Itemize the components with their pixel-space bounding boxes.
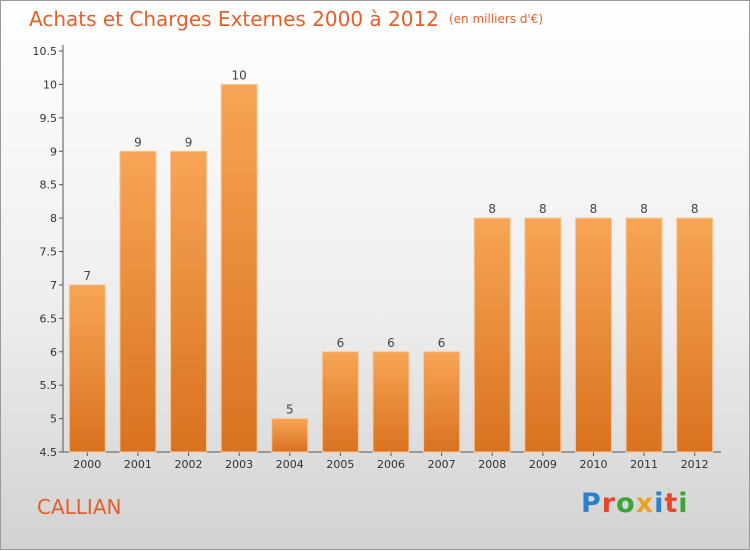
- bar-2006: [372, 351, 410, 453]
- chart-unit: (en milliers d'€): [448, 12, 544, 26]
- data-label-2000: 7: [83, 269, 91, 283]
- x-tick-label-2004: 2004: [276, 458, 304, 471]
- data-label-2002: 9: [185, 135, 193, 149]
- data-label-2010: 8: [590, 202, 598, 216]
- x-tick-label-2007: 2007: [428, 458, 456, 471]
- data-label-2006: 6: [387, 336, 395, 350]
- bar-2007: [423, 351, 461, 453]
- x-tick-label-2005: 2005: [326, 458, 354, 471]
- y-tick-label: 8.5: [40, 179, 58, 192]
- x-tick-label-2003: 2003: [225, 458, 253, 471]
- y-tick-label: 10.5: [33, 45, 58, 58]
- bar-2010: [574, 217, 612, 453]
- bar-2012: [676, 217, 714, 453]
- y-tick-label: 7.5: [40, 246, 58, 259]
- data-label-2003: 10: [232, 68, 247, 82]
- x-tick-label-2006: 2006: [377, 458, 405, 471]
- y-tick-label: 6: [50, 346, 57, 359]
- y-tick-label: 9: [50, 145, 57, 158]
- proxiti-logo: Proxiti: [581, 488, 689, 519]
- bar-2004: [271, 418, 309, 453]
- chart-title: Achats et Charges Externes 2000 à 2012 (e…: [29, 7, 543, 31]
- y-tick-label: 7: [50, 279, 57, 292]
- bar-2003: [220, 83, 258, 453]
- data-label-2007: 6: [438, 336, 446, 350]
- y-tick-label: 10: [43, 78, 57, 91]
- bar-2011: [625, 217, 663, 453]
- data-label-2012: 8: [691, 202, 699, 216]
- bar-2009: [524, 217, 562, 453]
- y-tick-label: 4.5: [40, 446, 58, 459]
- bar-2008: [473, 217, 511, 453]
- data-label-2001: 9: [134, 135, 142, 149]
- data-label-2009: 8: [539, 202, 547, 216]
- y-tick-label: 5: [50, 413, 57, 426]
- chart-title-text: Achats et Charges Externes 2000 à 2012: [29, 7, 439, 31]
- data-label-2005: 6: [337, 336, 345, 350]
- y-tick-label: 5.5: [40, 379, 58, 392]
- bar-2002: [170, 150, 208, 453]
- x-tick-label-2011: 2011: [630, 458, 658, 471]
- data-label-2008: 8: [488, 202, 496, 216]
- y-tick-label: 6.5: [40, 312, 58, 325]
- x-tick-label-2008: 2008: [478, 458, 506, 471]
- data-label-2011: 8: [640, 202, 648, 216]
- town-name: CALLIAN: [37, 495, 122, 519]
- y-tick-label: 9.5: [40, 112, 58, 125]
- data-label-2004: 5: [286, 403, 294, 417]
- y-tick-label: 8: [50, 212, 57, 225]
- bar-2001: [119, 150, 157, 453]
- bar-2000: [68, 284, 106, 453]
- x-tick-label-2010: 2010: [579, 458, 607, 471]
- x-tick-label-2009: 2009: [529, 458, 557, 471]
- x-tick-label-2002: 2002: [175, 458, 203, 471]
- x-tick-label-2000: 2000: [73, 458, 101, 471]
- x-tick-label-2001: 2001: [124, 458, 152, 471]
- bar-2005: [321, 351, 359, 453]
- x-tick-label-2012: 2012: [681, 458, 709, 471]
